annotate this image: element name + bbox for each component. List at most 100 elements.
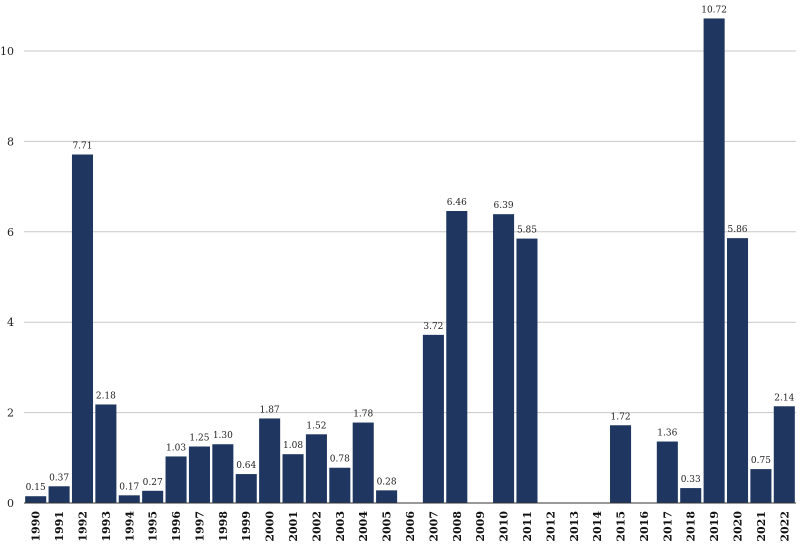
x-tick-label-2016: 2016 xyxy=(638,511,651,542)
data-label-1997: 1.25 xyxy=(189,434,209,444)
x-tick-label-2007: 2007 xyxy=(427,511,440,542)
x-tick-label-1993: 1993 xyxy=(100,511,113,542)
data-label-2019: 10.72 xyxy=(701,5,727,15)
bar-1997 xyxy=(188,446,210,503)
x-tick-label-1998: 1998 xyxy=(217,511,230,542)
x-tick-label-1994: 1994 xyxy=(123,511,136,542)
x-tick-label-2015: 2015 xyxy=(615,511,628,542)
bar-2020 xyxy=(726,238,749,504)
x-tick-label-2004: 2004 xyxy=(357,511,370,542)
bar-2019 xyxy=(703,18,725,504)
data-label-1991: 0.37 xyxy=(49,473,69,483)
x-tick-label-2001: 2001 xyxy=(287,511,300,542)
data-label-2010: 6.39 xyxy=(494,201,514,211)
data-label-1994: 0.17 xyxy=(119,482,139,492)
bar-2022 xyxy=(773,406,795,503)
bar-1999 xyxy=(235,474,257,503)
bar-2002 xyxy=(305,434,327,503)
x-tick-label-1996: 1996 xyxy=(170,511,183,542)
bar-2015 xyxy=(610,425,632,503)
bar-1993 xyxy=(95,404,117,503)
data-label-2003: 0.78 xyxy=(330,455,350,465)
bar-1992 xyxy=(71,154,94,503)
x-tick-label-2014: 2014 xyxy=(591,511,604,542)
data-label-2001: 1.08 xyxy=(283,441,303,451)
gridlines xyxy=(24,50,796,414)
bar-2000 xyxy=(259,418,281,503)
x-tick-label-1992: 1992 xyxy=(76,511,89,542)
bar-2010 xyxy=(493,214,515,503)
x-tick-label-2017: 2017 xyxy=(661,511,674,542)
x-tick-labels: 1990 1991 1992 1993 1994 1995 1996 1997 1998 1999… xyxy=(30,511,792,542)
bar-2001 xyxy=(282,454,304,503)
data-label-1996: 1.03 xyxy=(166,443,186,453)
x-tick-label-1997: 1997 xyxy=(193,511,206,542)
x-tick-label-2022: 2022 xyxy=(778,511,791,542)
bars xyxy=(25,18,795,504)
x-tick-label-2018: 2018 xyxy=(685,511,698,542)
bar-2021 xyxy=(750,469,772,503)
data-label-1990: 0.15 xyxy=(26,483,46,493)
data-label-2011: 5.85 xyxy=(517,226,537,236)
x-tick-label-2008: 2008 xyxy=(451,511,464,542)
x-tick-label-2000: 2000 xyxy=(264,511,277,542)
data-label-1999: 0.64 xyxy=(236,461,256,471)
x-tick-label-2021: 2021 xyxy=(755,511,768,542)
y-tick-label: 2 xyxy=(7,407,14,420)
x-tick-label-2010: 2010 xyxy=(498,511,511,542)
y-tick-label: 8 xyxy=(7,135,14,148)
data-label-1995: 0.27 xyxy=(143,478,163,488)
x-tick-label-2019: 2019 xyxy=(708,511,721,542)
x-tick-label-2002: 2002 xyxy=(310,511,323,542)
x-tick-label-1999: 1999 xyxy=(240,511,253,542)
bar-1990 xyxy=(25,496,47,503)
bar-2008 xyxy=(446,211,468,503)
data-label-2000: 1.87 xyxy=(260,405,280,415)
bar-1996 xyxy=(165,456,187,503)
data-labels: 0.150.37 7.71 2.18 0.17 0.27 1.031.25 1.30 0.64… xyxy=(26,5,795,493)
bar-2018 xyxy=(680,488,702,503)
bar-2007 xyxy=(422,334,444,503)
bar-1995 xyxy=(142,490,164,503)
bar-2017 xyxy=(656,441,678,503)
data-label-2017: 1.36 xyxy=(657,429,677,439)
data-label-2007: 3.72 xyxy=(423,322,443,332)
x-tick-label-2003: 2003 xyxy=(334,511,347,542)
data-label-1992: 7.71 xyxy=(72,142,92,152)
bar-2005 xyxy=(376,490,398,503)
x-tick-label-2005: 2005 xyxy=(381,511,394,542)
y-tick-labels: 0 2 4 6 8 10 xyxy=(0,45,14,510)
data-label-2021: 0.75 xyxy=(751,456,771,466)
data-label-2018: 0.33 xyxy=(681,475,701,485)
x-tick-label-1991: 1991 xyxy=(53,511,66,542)
x-tick-label-2013: 2013 xyxy=(568,511,581,542)
bar-2011 xyxy=(516,238,538,503)
data-label-2008: 6.46 xyxy=(447,198,467,208)
x-tick-label-2012: 2012 xyxy=(544,511,557,542)
bar-1998 xyxy=(212,444,234,503)
x-tick-label-2020: 2020 xyxy=(732,511,745,542)
x-tick-label-1995: 1995 xyxy=(147,511,160,542)
x-tick-label-2011: 2011 xyxy=(521,511,534,542)
data-label-2002: 1.52 xyxy=(306,421,326,431)
bar-2004 xyxy=(352,422,374,503)
x-tick-label-2009: 2009 xyxy=(474,511,487,542)
y-tick-label: 10 xyxy=(0,45,14,58)
x-tick-label-1990: 1990 xyxy=(30,511,43,542)
bar-1994 xyxy=(118,495,140,503)
bar-2003 xyxy=(329,467,351,503)
data-label-1993: 2.18 xyxy=(96,391,116,401)
data-label-1998: 1.30 xyxy=(213,431,233,441)
data-label-2015: 1.72 xyxy=(611,412,631,422)
y-tick-label: 4 xyxy=(7,316,14,329)
data-label-2020: 5.86 xyxy=(727,225,747,235)
x-tick-label-2006: 2006 xyxy=(404,511,417,542)
data-label-2022: 2.14 xyxy=(774,393,794,403)
y-tick-label: 6 xyxy=(7,226,14,239)
bar-1991 xyxy=(48,486,70,503)
y-tick-label: 0 xyxy=(7,497,14,510)
data-label-2005: 0.28 xyxy=(377,477,397,487)
data-label-2004: 1.78 xyxy=(353,410,373,420)
